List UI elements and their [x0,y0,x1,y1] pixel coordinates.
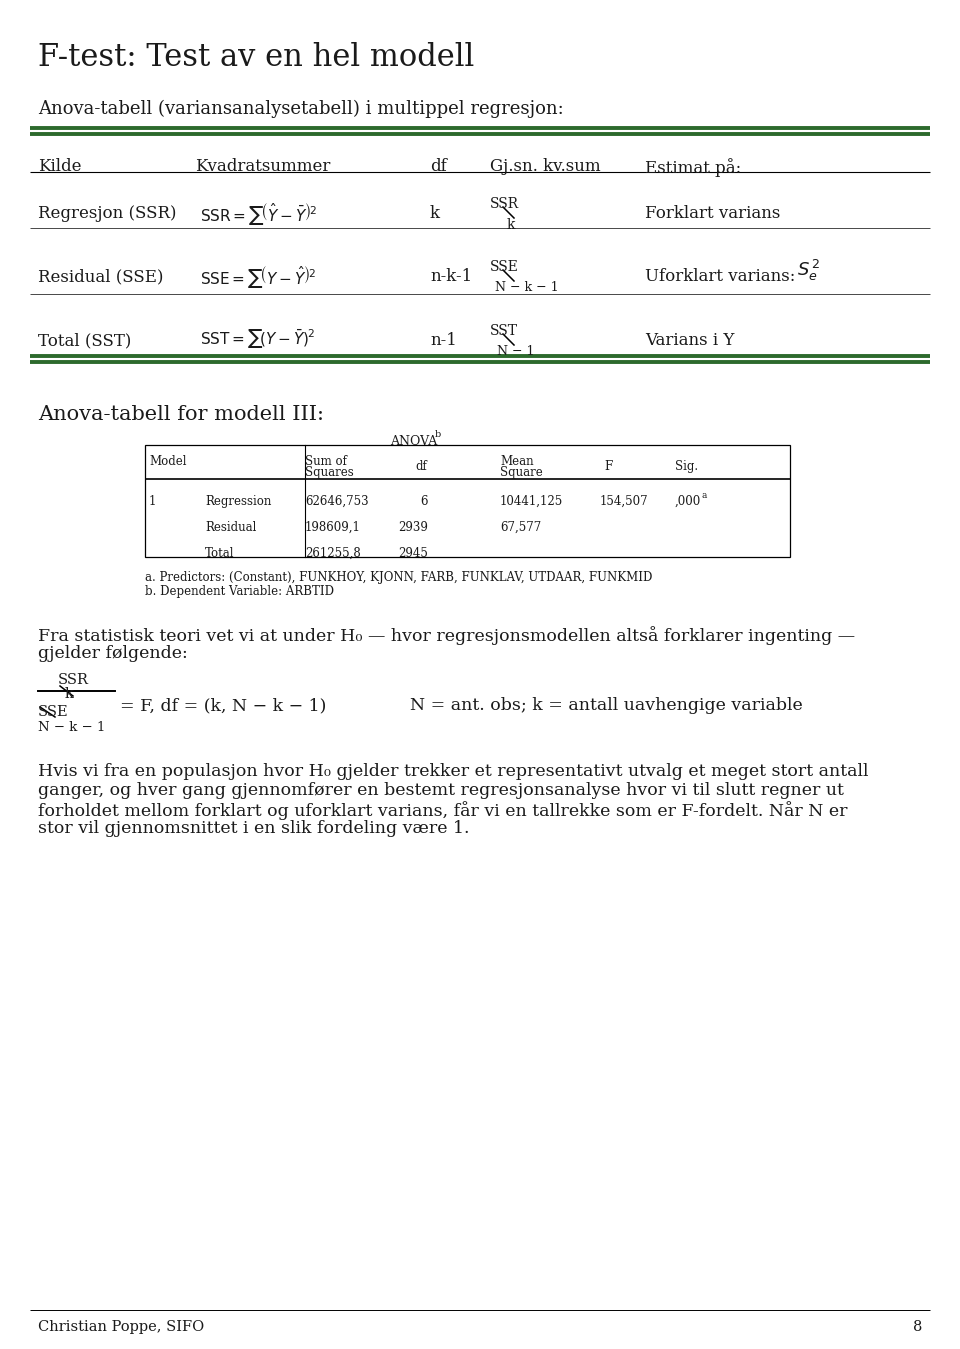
Text: Fra statistisk teori vet vi at under H₀ — hvor regresjonsmodellen altså forklare: Fra statistisk teori vet vi at under H₀ … [38,626,855,645]
Text: N − k − 1: N − k − 1 [38,720,106,734]
Text: = F, df = (k, N − k − 1): = F, df = (k, N − k − 1) [120,697,326,714]
Text: 8: 8 [913,1321,922,1334]
Text: ANOVA: ANOVA [390,434,437,448]
Text: N − 1: N − 1 [497,345,535,357]
Text: Squares: Squares [305,465,353,479]
Text: Mean: Mean [500,455,534,468]
Text: $S_e^{\,2}$: $S_e^{\,2}$ [797,258,821,283]
Text: n-1: n-1 [430,332,457,349]
Text: Hvis vi fra en populasjon hvor H₀ gjelder trekker et representativt utvalg et me: Hvis vi fra en populasjon hvor H₀ gjelde… [38,764,869,780]
Text: 154,507: 154,507 [600,495,649,509]
Text: b. Dependent Variable: ARBTID: b. Dependent Variable: ARBTID [145,585,334,598]
Text: N − k − 1: N − k − 1 [495,281,559,294]
Text: k: k [507,219,516,232]
Text: Total (SST): Total (SST) [38,332,132,349]
Text: df: df [430,158,446,175]
Text: k: k [65,687,74,701]
Text: Residual (SSE): Residual (SSE) [38,268,163,285]
Text: 2939: 2939 [398,521,428,534]
Text: a. Predictors: (Constant), FUNKHOY, KJONN, FARB, FUNKLAV, UTDAAR, FUNKMID: a. Predictors: (Constant), FUNKHOY, KJON… [145,571,653,584]
Text: ganger, og hver gang gjennomfører en bestemt regresjonsanalyse hvor vi til slutt: ganger, og hver gang gjennomfører en bes… [38,782,844,799]
Text: SSE: SSE [38,706,68,719]
Text: Estimat på:: Estimat på: [645,158,741,177]
Text: stor vil gjennomsnittet i en slik fordeling være 1.: stor vil gjennomsnittet i en slik fordel… [38,820,469,836]
Text: Square: Square [500,465,542,479]
Text: 261255,8: 261255,8 [305,546,361,560]
Text: Regresjon (SSR): Regresjon (SSR) [38,205,177,223]
Text: SSR: SSR [490,197,519,210]
Text: 198609,1: 198609,1 [305,521,361,534]
Text: Christian Poppe, SIFO: Christian Poppe, SIFO [38,1321,204,1334]
Text: gjelder følgende:: gjelder følgende: [38,645,188,662]
Text: Kvadratsummer: Kvadratsummer [195,158,330,175]
Bar [145,445,790,557]
Text: Anova-tabell (variansanalysetabell) i multippel regresjon:: Anova-tabell (variansanalysetabell) i mu… [38,100,564,119]
Text: F: F [604,460,612,473]
Text: a: a [702,491,708,500]
Text: Residual: Residual [205,521,256,534]
Text: $\mathrm{SST} = \sum\!\left(Y - \bar{Y}\right)^{\!2}$: $\mathrm{SST} = \sum\!\left(Y - \bar{Y}\… [200,328,315,351]
Text: k: k [430,205,440,223]
Text: Sig.: Sig. [675,460,698,473]
Text: 10441,125: 10441,125 [500,495,564,509]
Text: b: b [435,430,442,438]
Text: Varians i Y: Varians i Y [645,332,734,349]
Text: 2945: 2945 [398,546,428,560]
Text: SST: SST [490,324,518,339]
Text: Total: Total [205,546,234,560]
Text: Regression: Regression [205,495,272,509]
Text: ,000: ,000 [675,495,701,509]
Text: 6: 6 [420,495,428,509]
Text: $\mathrm{SSE} = \sum\!\left(Y - \hat{Y}\right)^{\!2}$: $\mathrm{SSE} = \sum\!\left(Y - \hat{Y}\… [200,264,317,290]
Text: Forklart varians: Forklart varians [645,205,780,223]
Text: df: df [415,460,427,473]
Text: SSR: SSR [58,673,89,687]
Text: forholdet mellom forklart og uforklart varians, får vi en tallrekke som er F-for: forholdet mellom forklart og uforklart v… [38,801,848,820]
Text: SSE: SSE [490,260,518,274]
Text: Kilde: Kilde [38,158,82,175]
Text: Uforklart varians:: Uforklart varians: [645,268,796,285]
Text: N = ant. obs; k = antall uavhengige variable: N = ant. obs; k = antall uavhengige vari… [410,697,803,714]
Text: 62646,753: 62646,753 [305,495,369,509]
Text: 1: 1 [149,495,156,509]
Text: Anova-tabell for modell III:: Anova-tabell for modell III: [38,405,324,424]
Text: n-k-1: n-k-1 [430,268,472,285]
Text: Sum of: Sum of [305,455,347,468]
Text: 67,577: 67,577 [500,521,541,534]
Text: F-test: Test av en hel modell: F-test: Test av en hel modell [38,42,474,73]
Text: $\mathrm{SSR} = \sum\!\left(\hat{Y} - \bar{Y}\right)^{\!2}$: $\mathrm{SSR} = \sum\!\left(\hat{Y} - \b… [200,201,318,227]
Text: Gj.sn. kv.sum: Gj.sn. kv.sum [490,158,601,175]
Text: Model: Model [149,455,186,468]
